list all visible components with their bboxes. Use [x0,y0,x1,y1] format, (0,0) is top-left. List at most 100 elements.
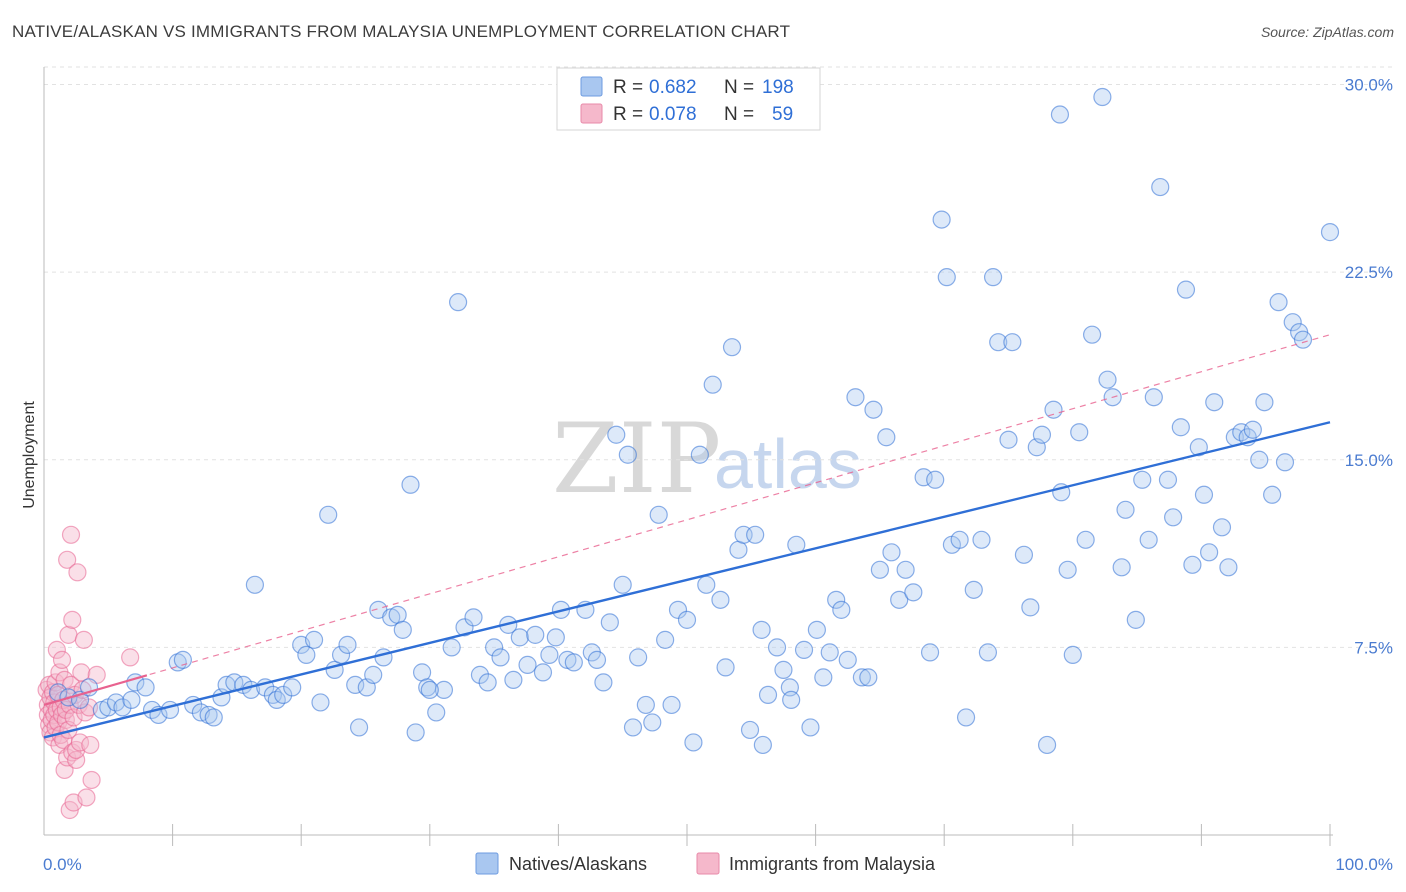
legend-r-value-2: 0.078 [649,104,697,125]
natives-point [1205,393,1224,412]
natives-point [346,675,365,695]
natives-point [1133,470,1152,489]
natives-point [956,708,976,727]
source-label: Source: ZipAtlas.com [1260,24,1394,40]
natives-point [964,580,983,599]
y-tick-label: 15.0% [1345,451,1393,470]
natives-point [1139,530,1158,549]
legend-r-value-1: 0.682 [649,77,697,98]
natives-point [932,210,951,229]
y-tick-label: 30.0% [1345,76,1393,95]
natives-point [564,653,583,672]
natives-point [794,640,814,659]
natives-point [740,720,760,740]
natives-point [349,718,369,737]
legend-n-label-2: N = [724,104,754,125]
natives-point [1058,560,1077,579]
natives-point [716,658,735,677]
natives-point [1144,388,1163,407]
natives-point [374,648,393,667]
natives-point [1293,330,1313,349]
natives-point [518,655,537,674]
natives-point [1014,545,1034,564]
natives-point [122,690,141,710]
natives-point [814,668,833,687]
natives-point [448,293,468,312]
natives-point [1320,223,1340,242]
natives-point [1093,87,1112,107]
natives-point [746,525,765,544]
natives-point [722,338,742,357]
natives-point [311,693,330,712]
watermark-atlas: atlas [714,425,862,503]
natives-point [1183,555,1202,574]
bottom-legend-swatch-blue [475,852,499,875]
malaysia-point [58,550,77,569]
legend-swatch-blue [580,76,603,97]
natives-point [1112,558,1131,577]
natives-point [838,650,857,669]
trend-lines [43,334,1331,739]
natives-point [491,648,510,667]
natives-point [245,575,265,594]
natives-point [1070,423,1089,442]
natives-point [434,680,454,700]
legend-n-label-1: N = [724,77,754,98]
natives-point [697,575,716,594]
natives-point [1098,370,1117,389]
malaysia-point [121,648,140,667]
natives-point [656,630,675,649]
y-tick-label: 7.5% [1354,638,1393,657]
natives-point [136,678,155,697]
natives-point [859,668,878,687]
natives-point [999,430,1018,449]
natives-point [758,685,778,705]
natives-point [1151,177,1170,197]
series-natives-points [49,87,1340,755]
natives-point [801,718,820,737]
natives-point [204,708,223,727]
natives-point [1044,400,1063,419]
natives-point [526,625,545,644]
y-tick-labels: 7.5% 15.0% 22.5% 30.0% [1345,76,1393,658]
natives-point [820,643,839,662]
natives-point [470,665,490,684]
malaysia-point [72,663,91,682]
natives-point [1255,393,1274,412]
malaysia-point [67,750,86,770]
natives-point [485,638,504,657]
natives-point [1050,105,1070,124]
natives-point [852,668,871,687]
natives-point [690,445,709,464]
natives-point [1194,485,1214,504]
natives-point [636,695,655,715]
natives-point [677,610,697,629]
natives-point [752,620,771,639]
natives-point [1158,470,1178,489]
natives-point [455,618,474,637]
natives-point [1189,438,1208,457]
natives-point [1176,280,1196,299]
natives-point [401,475,420,494]
natives-point [1082,325,1102,344]
natives-point [1021,598,1040,617]
natives-point [703,375,722,394]
x-ticks [172,824,1331,846]
natives-point [914,468,933,487]
natives-point [1263,485,1282,504]
correlation-legend: R = 0.682 N = 198 R = 0.078 N = 59 [556,67,821,131]
natives-point [983,268,1003,287]
natives-point [950,530,969,549]
natives-point [989,333,1008,352]
natives-point [623,718,643,737]
natives-trend-line [43,421,1331,739]
natives-point [753,735,772,755]
natives-point [684,733,703,752]
legend-r-label-1: R = [613,77,643,98]
natives-point [1275,453,1295,472]
natives-point [629,648,648,667]
natives-point [1032,425,1052,444]
natives-point [767,638,787,657]
natives-point [877,428,896,447]
natives-point [774,660,793,679]
